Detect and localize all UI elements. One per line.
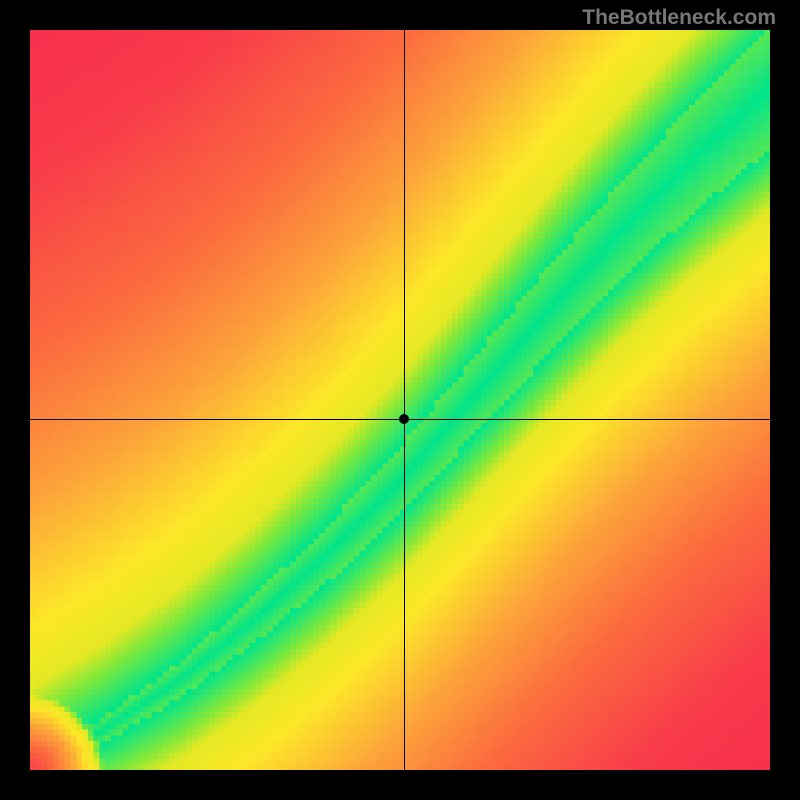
heatmap-plot (30, 30, 770, 770)
crosshair-vertical (404, 30, 405, 770)
crosshair-dot (399, 414, 409, 424)
watermark-text: TheBottleneck.com (582, 6, 776, 30)
heatmap-canvas (30, 30, 770, 770)
